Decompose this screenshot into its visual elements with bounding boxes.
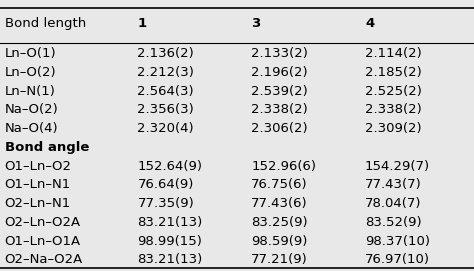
Text: 152.96(6): 152.96(6) <box>251 160 316 173</box>
Text: 2.564(3): 2.564(3) <box>137 85 194 98</box>
Text: 2.306(2): 2.306(2) <box>251 122 308 135</box>
Text: Ln–O(2): Ln–O(2) <box>5 66 56 79</box>
Text: 3: 3 <box>251 17 261 30</box>
Text: Na–O(4): Na–O(4) <box>5 122 58 135</box>
Text: 4: 4 <box>365 17 374 30</box>
Text: 2.133(2): 2.133(2) <box>251 47 308 60</box>
Text: Na–O(2): Na–O(2) <box>5 104 58 117</box>
Text: 152.64(9): 152.64(9) <box>137 160 202 173</box>
Text: 83.21(13): 83.21(13) <box>137 216 203 229</box>
Text: 2.320(4): 2.320(4) <box>137 122 194 135</box>
Text: 83.21(13): 83.21(13) <box>137 253 203 266</box>
Text: 83.25(9): 83.25(9) <box>251 216 308 229</box>
Text: 2.136(2): 2.136(2) <box>137 47 194 60</box>
Text: 98.99(15): 98.99(15) <box>137 235 202 248</box>
Text: 2.525(2): 2.525(2) <box>365 85 422 98</box>
Text: O1–Ln–O2: O1–Ln–O2 <box>5 160 72 173</box>
Text: O2–Na–O2A: O2–Na–O2A <box>5 253 83 266</box>
Text: 98.37(10): 98.37(10) <box>365 235 430 248</box>
Text: 2.114(2): 2.114(2) <box>365 47 422 60</box>
Text: 2.338(2): 2.338(2) <box>251 104 308 117</box>
Text: 76.64(9): 76.64(9) <box>137 178 194 191</box>
Text: 77.21(9): 77.21(9) <box>251 253 308 266</box>
Text: 77.43(7): 77.43(7) <box>365 178 422 191</box>
Text: 2.338(2): 2.338(2) <box>365 104 422 117</box>
Text: 77.43(6): 77.43(6) <box>251 197 308 210</box>
Text: 2.212(3): 2.212(3) <box>137 66 194 79</box>
Text: Bond length: Bond length <box>5 17 86 30</box>
Text: Ln–O(1): Ln–O(1) <box>5 47 56 60</box>
Text: O1–Ln–N1: O1–Ln–N1 <box>5 178 71 191</box>
Text: 76.97(10): 76.97(10) <box>365 253 430 266</box>
Text: 83.52(9): 83.52(9) <box>365 216 421 229</box>
Text: Bond angle: Bond angle <box>5 141 89 154</box>
Text: 1: 1 <box>137 17 146 30</box>
Text: 2.185(2): 2.185(2) <box>365 66 422 79</box>
Text: 2.196(2): 2.196(2) <box>251 66 308 79</box>
Text: 2.356(3): 2.356(3) <box>137 104 194 117</box>
Text: 76.75(6): 76.75(6) <box>251 178 308 191</box>
Text: 77.35(9): 77.35(9) <box>137 197 194 210</box>
Text: O1–Ln–O1A: O1–Ln–O1A <box>5 235 81 248</box>
Text: 2.309(2): 2.309(2) <box>365 122 421 135</box>
Text: O2–Ln–O2A: O2–Ln–O2A <box>5 216 81 229</box>
Text: 78.04(7): 78.04(7) <box>365 197 421 210</box>
Text: Ln–N(1): Ln–N(1) <box>5 85 55 98</box>
Text: 2.539(2): 2.539(2) <box>251 85 308 98</box>
Text: O2–Ln–N1: O2–Ln–N1 <box>5 197 71 210</box>
Text: 98.59(9): 98.59(9) <box>251 235 308 248</box>
Text: 154.29(7): 154.29(7) <box>365 160 430 173</box>
